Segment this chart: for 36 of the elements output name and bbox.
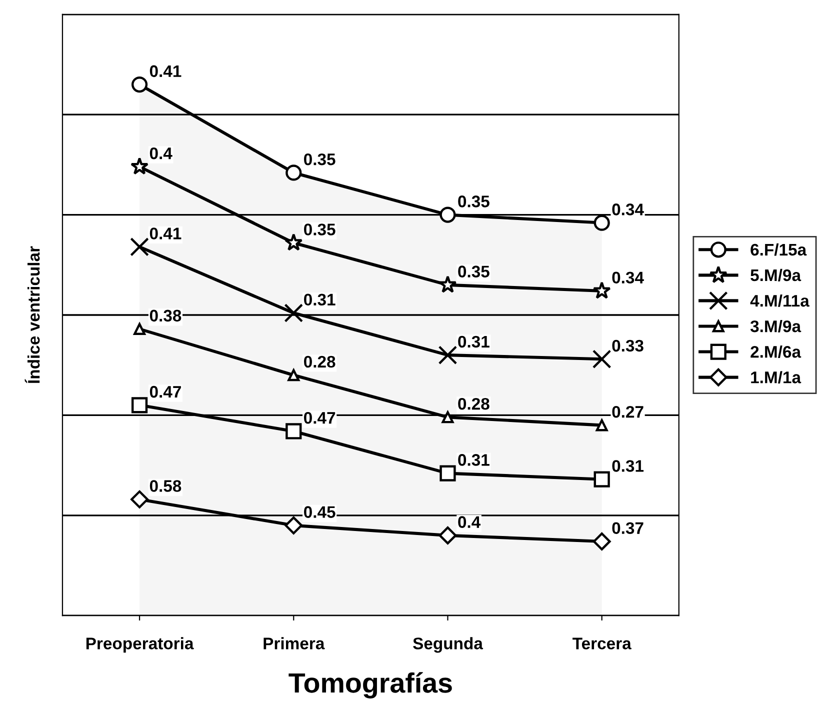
data-label: 0.34	[612, 204, 644, 216]
y-axis-title: Índice ventricular	[24, 246, 40, 384]
legend-label: 5.M/9a	[750, 268, 802, 282]
x-tick-label: Tercera	[572, 638, 632, 650]
data-label: 0.34	[612, 272, 644, 284]
data-label: 0.28	[458, 398, 490, 410]
x-axis-title: Tomografías	[288, 672, 452, 698]
data-label: 0.47	[304, 412, 336, 424]
legend-label: 1.M/1a	[751, 371, 802, 384]
data-label: 0.31	[458, 454, 490, 466]
data-label: 0.33	[612, 340, 644, 352]
data-label: 0.4	[150, 147, 172, 160]
data-label: 0.4	[458, 516, 481, 528]
data-label: 0.31	[458, 336, 490, 348]
legend-label: 3.M/9a	[750, 320, 802, 332]
data-label: 0.58	[150, 480, 182, 492]
data-label: 0.41	[150, 65, 182, 78]
data-label: 0.27	[612, 406, 644, 418]
data-label: 0.45	[304, 506, 336, 518]
data-label: 0.31	[612, 460, 644, 472]
data-label: 0.41	[150, 228, 182, 240]
data-label: 0.47	[150, 386, 181, 398]
data-label: 0.35	[304, 224, 336, 236]
legend-label: 4.M/11a	[750, 294, 810, 307]
data-label: 0.35	[458, 196, 490, 208]
x-tick-label: Primera	[264, 637, 325, 650]
data-label: 0.38	[150, 310, 182, 322]
x-tick-label: Preoperatoria	[86, 637, 194, 653]
data-label: 0.35	[304, 153, 336, 166]
legend-label: 2.M/6a	[750, 346, 802, 358]
x-tick-label: Segunda	[413, 637, 484, 653]
data-label: 0.28	[304, 356, 336, 368]
data-label: 0.35	[458, 266, 490, 278]
legend-label: 6.F/15a	[750, 243, 807, 256]
data-label: 0.31	[304, 294, 336, 306]
data-label: 0.37	[612, 522, 644, 534]
